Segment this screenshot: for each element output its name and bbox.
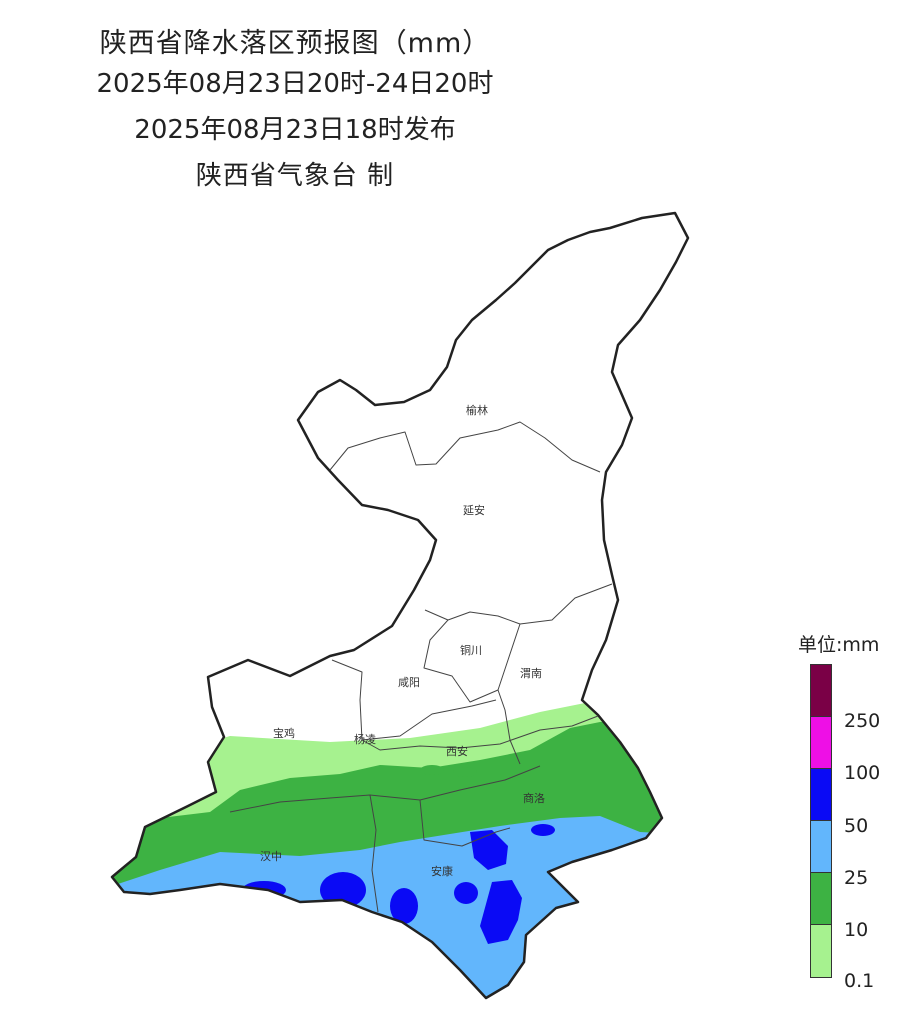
xianyang-south-boundary — [361, 699, 497, 741]
legend-label-25: 25 — [844, 867, 869, 889]
title-block: 陕西省降水落区预报图（mm） 2025年08月23日20时-24日20时 202… — [0, 24, 590, 196]
legend-title: 单位:mm — [798, 634, 880, 656]
qinling-boundary — [229, 765, 541, 813]
city-label-xianyang: 咸阳 — [398, 676, 420, 689]
city-label-hanzhong: 汉中 — [260, 850, 282, 863]
city-label-tongchuan: 铜川 — [460, 643, 482, 657]
tongchuan-boundary — [423, 619, 521, 703]
legend-label-50: 50 — [844, 815, 869, 837]
rain-band-50-a — [320, 872, 366, 908]
rain-spot-10-b — [453, 767, 477, 777]
rain-band-50-e — [470, 830, 508, 870]
legend-colorbar — [810, 664, 832, 978]
city-label-weinan: 渭南 — [520, 667, 542, 680]
map-title: 陕西省降水落区预报图（mm） — [99, 28, 491, 59]
rain-band-50-b — [390, 888, 418, 924]
forecast-period: 2025年08月23日20时-24日20时 — [96, 69, 494, 99]
legend-swatch — [810, 924, 832, 978]
legend-swatch — [810, 716, 832, 768]
legend-label-100: 100 — [844, 762, 881, 784]
city-label-yangling: 杨凌 — [354, 732, 376, 746]
rain-spot-10-a — [420, 765, 444, 775]
province-boundary — [110, 211, 690, 1000]
rain-band-50-g — [531, 824, 555, 836]
city-label-xian: 西安 — [446, 744, 468, 758]
ankang-shangluo-boundary — [419, 799, 511, 847]
rain-band-50-c — [454, 882, 478, 904]
issue-time: 2025年08月23日18时发布 — [134, 115, 456, 145]
hanzhong-ankang-boundary — [369, 794, 379, 913]
city-label-yanan: 延安 — [463, 503, 485, 517]
rain-band-50-d — [480, 880, 522, 944]
city-label-shangluo: 商洛 — [523, 791, 545, 805]
agency: 陕西省气象台 制 — [195, 161, 395, 191]
city-label-ankang: 安康 — [431, 864, 453, 878]
city-label-yulin: 榆林 — [466, 403, 488, 417]
city-label-baoji: 宝鸡 — [273, 726, 295, 740]
legend-swatch — [810, 664, 832, 716]
xian-south-boundary — [361, 715, 599, 751]
yanan-south-boundary — [424, 583, 613, 625]
legend-label-250: 250 — [844, 710, 881, 732]
yulin-yanan-boundary — [329, 421, 601, 473]
legend-swatch — [810, 872, 832, 924]
city-boundaries — [229, 421, 613, 913]
legend-swatch — [810, 820, 832, 872]
legend-label-0.1: 0.1 — [844, 970, 875, 992]
xianyang-west-boundary — [331, 659, 363, 741]
weinan-west-boundary — [497, 689, 521, 765]
legend-label-10: 10 — [844, 919, 869, 941]
legend-swatch — [810, 768, 832, 820]
